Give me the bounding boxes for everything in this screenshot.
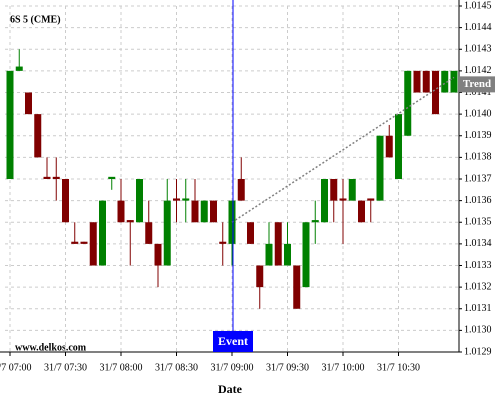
candle-body [62,179,69,223]
y-tick-label: 1.0137 [464,173,492,184]
event-label: Event [218,334,248,348]
trend-label-box [459,76,495,93]
candle-body [376,135,384,201]
x-tick-label: 31/7 10:00 [321,362,364,373]
y-tick-label: 1.0135 [464,217,492,228]
candle-body [200,200,208,223]
candle-body [432,70,439,115]
trend-label: Trend [463,78,491,90]
x-tick-label: 31/7 09:30 [266,362,309,373]
candle-body [293,265,301,309]
y-tick-label: 1.0129 [464,346,492,357]
candle-body [80,241,88,244]
candle-body [43,176,51,179]
candle-body [15,66,23,71]
trend-line [231,76,455,223]
y-tick-label: 1.0132 [464,281,492,292]
candle-body [339,198,347,201]
candle-body [395,114,402,179]
candle-body [413,70,421,93]
x-tick-label: 31/7 09:00 [210,362,253,373]
candle-body [126,220,134,223]
y-tick-label: 1.0133 [464,260,492,271]
candle-body [52,176,60,179]
event-label-box [213,331,253,352]
x-tick-label: 31/7 08:00 [99,362,142,373]
candle-body [6,70,14,179]
y-tick-label: 1.0131 [464,303,492,314]
candle-body [34,114,42,158]
y-tick-label: 1.0142 [464,65,492,76]
candle-body [450,70,458,93]
candle-body [348,179,356,201]
candle-body [210,200,217,223]
candle-body [321,179,328,223]
candle-body [302,222,310,288]
candle-body [265,243,273,266]
candle-body [182,198,190,201]
candle-body [247,222,254,244]
x-tick-label: 31/7 07:30 [44,362,87,373]
y-tick-label: 1.0130 [464,325,492,336]
candle-body [117,200,125,223]
candle-body [367,198,375,201]
candle-body [99,200,106,266]
candle-body [274,222,282,266]
candle-body [25,92,32,115]
candle-body [173,198,180,201]
watermark: www.delkos.com [15,342,87,353]
y-tick-label: 1.0145 [464,0,492,11]
y-tick-label: 1.0140 [464,108,492,119]
y-tick-label: 1.0139 [464,130,492,141]
candle-body [311,220,319,223]
x-tick-label: 31/7 08:30 [155,362,198,373]
candle-body [136,179,143,223]
candle-body [89,222,97,266]
candle-body [358,200,365,223]
candle-body [284,243,291,266]
y-tick-label: 1.0138 [464,152,492,163]
y-tick-label: 1.0143 [464,44,492,55]
candle-body [422,70,430,93]
candle-body [385,135,393,158]
candle-body [154,243,162,266]
candle-body [219,241,227,244]
x-tick-label: 31/7 07:00 [0,362,32,373]
candle-body [191,200,199,223]
candle-body [71,241,79,244]
x-tick-label: 31/7 10:30 [377,362,420,373]
y-tick-label: 1.0136 [464,195,492,206]
y-tick-label: 1.0144 [464,22,492,33]
x-axis-title: Date [218,382,243,396]
candle-body [163,200,171,266]
y-tick-label: 1.0134 [464,238,492,249]
candle-body [237,179,245,201]
candle-body [145,222,153,244]
chart-title: 6S 5 (CME) [10,14,61,25]
candle-body [108,176,116,179]
candle-body [404,70,412,136]
candle-body [256,265,264,288]
candle-body [330,179,338,201]
candle-body [441,70,449,93]
